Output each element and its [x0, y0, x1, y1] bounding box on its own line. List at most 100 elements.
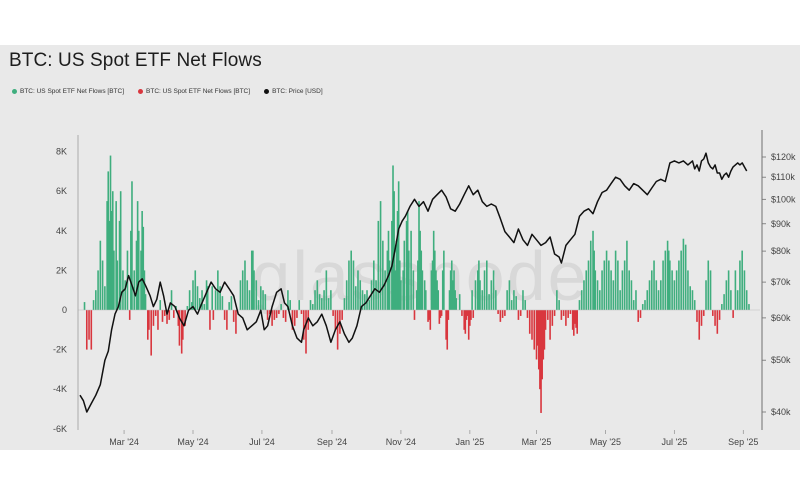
inflow-bar: [678, 260, 680, 310]
outflow-bar: [531, 310, 533, 340]
inflow-bar: [368, 300, 371, 310]
outflow-bar: [439, 310, 442, 318]
outflow-bar: [470, 310, 472, 320]
inflow-bar: [495, 290, 497, 310]
inflow-bar: [589, 240, 592, 310]
y-left-tick-label: -6K: [53, 424, 67, 434]
inflow-bar: [131, 181, 133, 310]
outflow-bar: [718, 310, 721, 320]
y-right-tick-label: $50k: [771, 355, 791, 365]
inflow-bar: [691, 290, 694, 310]
inflow-bar: [739, 260, 741, 310]
outflow-bar: [537, 310, 540, 370]
outflow-bar: [567, 310, 569, 318]
inflow-bar: [382, 240, 384, 310]
inflow-bar: [583, 280, 585, 310]
outflow-bar: [526, 310, 529, 318]
inflow-bar: [730, 290, 732, 310]
inflow-bar: [420, 250, 423, 310]
outflow-bar: [275, 310, 278, 318]
outflow-bar: [148, 310, 150, 330]
top-band: [0, 0, 800, 45]
legend-item-flows-negative[interactable]: BTC: US Spot ETF Net Flows [BTC]: [138, 88, 250, 95]
inflow-bar: [244, 260, 246, 310]
inflow-bar: [632, 300, 635, 310]
outflow-bar: [461, 310, 463, 316]
outflow-bar: [212, 310, 215, 320]
y-right-tick-label: $40k: [771, 407, 791, 417]
outflow-bar: [177, 310, 180, 326]
inflow-bar: [255, 280, 258, 310]
inflow-bar: [130, 230, 132, 310]
outflow-bar: [504, 310, 506, 316]
inflow-bar: [110, 211, 113, 310]
inflow-bar: [402, 270, 404, 310]
inflow-bar: [387, 230, 390, 310]
inflow-bar: [515, 296, 517, 310]
legend-item-price[interactable]: BTC: Price [USD]: [264, 88, 323, 95]
outflow-bar: [732, 310, 734, 318]
outflow-bar: [427, 310, 429, 322]
inflow-bar: [599, 290, 601, 310]
outflow-bar: [300, 310, 303, 314]
inflow-bar: [144, 294, 147, 310]
inflow-bar: [481, 290, 484, 310]
outflow-bar: [152, 310, 155, 326]
right-ticks: $120k $110k $100k $90k $80k $70k $60k $50k $40k: [762, 152, 796, 417]
inflow-bar: [723, 294, 725, 310]
outflow-bar: [540, 310, 542, 413]
inflow-bar: [395, 240, 398, 310]
inflow-bar: [748, 304, 750, 310]
y-left-tick-label: 6K: [56, 186, 67, 196]
outflow-bar: [696, 310, 698, 322]
inflow-bar: [662, 260, 664, 310]
x-tick-label: Sep '24: [317, 437, 347, 447]
inflow-bar: [318, 294, 321, 310]
inflow-bar: [323, 290, 325, 310]
legend-dot-black: [264, 89, 270, 94]
outflow-bar: [560, 310, 563, 320]
outflow-bar: [549, 310, 551, 340]
outflow-bar: [438, 310, 441, 324]
inflow-bar: [408, 250, 410, 310]
outflow-bar: [293, 310, 296, 326]
inflow-bar: [394, 270, 397, 310]
inflow-bar: [630, 280, 633, 310]
inflow-bar: [434, 250, 436, 310]
inflow-bar: [745, 290, 748, 310]
inflow-bar: [506, 290, 508, 310]
inflow-bar: [196, 286, 199, 310]
chart-panel: [0, 45, 800, 450]
inflow-bar: [219, 286, 221, 310]
y-left-tick-label: -2K: [53, 345, 67, 355]
price-line: [79, 152, 748, 413]
y-right-tick-label: $110k: [771, 172, 795, 182]
inflow-bar: [104, 286, 106, 310]
inflow-bar: [593, 250, 595, 310]
outflow-bar: [90, 310, 93, 350]
inflow-bar: [596, 280, 599, 310]
inflow-bar: [136, 201, 139, 310]
inflow-bar: [587, 260, 590, 310]
inflow-bar: [289, 300, 291, 310]
outflow-bar: [499, 310, 502, 322]
outflow-bar: [445, 310, 447, 340]
outflow-bar: [569, 310, 572, 314]
outflow-bar: [447, 310, 450, 320]
inflow-bar: [101, 260, 104, 310]
legend-dot-red: [138, 89, 144, 94]
legend-item-flows-positive[interactable]: BTC: US Spot ETF Net Flows [BTC]: [12, 88, 124, 95]
inflow-bar: [359, 280, 362, 310]
inflow-bar: [137, 230, 140, 310]
chart-title: BTC: US Spot ETF Net Flows: [9, 50, 262, 71]
inflow-bar: [264, 294, 267, 310]
outflow-bar: [466, 310, 469, 316]
outflow-bar: [528, 310, 531, 334]
inflow-bar: [419, 230, 421, 310]
outflow-bar: [180, 310, 183, 354]
inflow-bar: [666, 240, 669, 310]
inflow-bar: [198, 298, 201, 310]
inflow-bar: [325, 270, 328, 310]
inflow-bar: [250, 250, 253, 310]
inflow-bar: [406, 211, 409, 310]
